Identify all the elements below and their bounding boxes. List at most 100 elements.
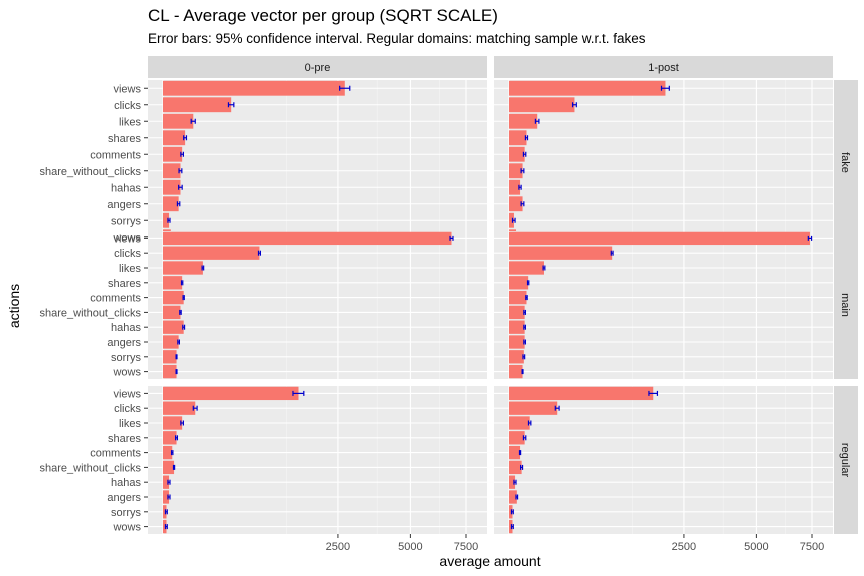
bar: [163, 113, 194, 129]
bar: [163, 416, 183, 430]
y-tick-label: wows: [112, 232, 141, 244]
y-tick-label: wows: [112, 522, 141, 534]
bar: [163, 80, 345, 96]
bar: [163, 364, 177, 379]
y-tick-label: shares: [108, 133, 142, 145]
y-tick-label: views: [113, 233, 141, 245]
y-tick-label: clicks: [114, 403, 141, 415]
y-tick-label: angers: [107, 199, 141, 211]
y-tick-label: shares: [108, 278, 142, 290]
y-tick-label: likes: [119, 263, 142, 275]
bar: [509, 130, 527, 146]
bar: [509, 113, 538, 129]
facet-strip-label: regular: [839, 443, 851, 478]
bar: [163, 163, 181, 179]
facet-strip-label: fake: [839, 152, 851, 173]
bar: [163, 445, 173, 460]
bar: [163, 246, 260, 260]
facet-strip-column: [148, 56, 487, 78]
bar: [163, 320, 184, 334]
y-tick-label: hahas: [111, 182, 141, 194]
x-tick-label: 7500: [454, 541, 478, 553]
facet-strip-row: [834, 386, 858, 534]
bar: [509, 212, 514, 228]
y-tick-label: angers: [107, 492, 141, 504]
bar: [509, 350, 524, 364]
y-tick-label: hahas: [111, 322, 141, 334]
facet-strip-label: main: [839, 293, 851, 317]
bar: [509, 490, 517, 504]
y-tick-label: share_without_clicks: [40, 166, 142, 178]
x-tick-label: 7500: [800, 541, 824, 553]
y-tick-label: hahas: [111, 477, 141, 489]
bar: [509, 505, 513, 519]
facet-strip-row: [834, 231, 858, 379]
bar: [163, 130, 186, 146]
bar: [163, 179, 181, 195]
bar: [509, 146, 525, 162]
bar: [509, 305, 525, 320]
bar: [509, 475, 516, 489]
y-tick-label: shares: [108, 433, 142, 445]
y-tick-label: views: [113, 388, 141, 400]
bar: [163, 401, 196, 415]
bar: [509, 416, 530, 430]
y-tick-label: clicks: [114, 100, 141, 112]
x-tick-label: 5000: [398, 541, 422, 553]
bar: [509, 364, 523, 379]
x-axis-title: average amount: [439, 553, 540, 569]
bar: [163, 475, 170, 489]
bar: [509, 196, 523, 212]
y-tick-label: likes: [119, 116, 142, 128]
bar: [509, 231, 810, 246]
bar: [163, 212, 170, 228]
bar: [163, 305, 181, 320]
bar: [509, 261, 544, 275]
bar: [509, 431, 525, 445]
panel-background: [148, 386, 487, 534]
facet-strip-label: 1-post: [648, 62, 679, 74]
bar: [163, 261, 203, 275]
bar: [163, 290, 184, 305]
y-tick-label: sorrys: [111, 352, 141, 364]
bar: [509, 335, 525, 349]
bar: [509, 401, 558, 415]
x-tick-label: 2500: [672, 541, 696, 553]
bar: [509, 519, 513, 534]
bar: [163, 519, 167, 534]
bar: [509, 80, 666, 96]
bar: [163, 276, 183, 290]
y-tick-label: views: [113, 83, 141, 95]
y-tick-label: sorrys: [111, 507, 141, 519]
x-tick-label: 5000: [744, 541, 768, 553]
y-tick-label: sorrys: [111, 215, 141, 227]
bar: [509, 163, 523, 179]
y-tick-label: comments: [90, 448, 141, 460]
y-tick-label: comments: [90, 293, 141, 305]
bar: [509, 246, 613, 260]
bar: [509, 386, 654, 401]
y-tick-label: angers: [107, 337, 141, 349]
bar: [163, 335, 179, 349]
bar: [163, 97, 232, 113]
bar: [509, 276, 529, 290]
facet-strip-label: 0-pre: [305, 62, 331, 74]
bar: [163, 231, 452, 246]
bar: [163, 460, 175, 475]
bar: [509, 320, 525, 334]
bar: [509, 460, 522, 475]
facet-strip-column: [494, 56, 833, 78]
bar: [163, 196, 179, 212]
bar: [509, 290, 527, 305]
bar: [163, 350, 177, 364]
facet-strip-row: [834, 80, 858, 245]
chart-subtitle: Error bars: 95% confidence interval. Reg…: [148, 31, 646, 46]
bar: [163, 505, 167, 519]
y-tick-label: clicks: [114, 248, 141, 260]
y-tick-label: share_without_clicks: [40, 307, 142, 319]
x-tick-label: 2500: [326, 541, 350, 553]
y-tick-label: share_without_clicks: [40, 462, 142, 474]
bar: [509, 97, 575, 113]
